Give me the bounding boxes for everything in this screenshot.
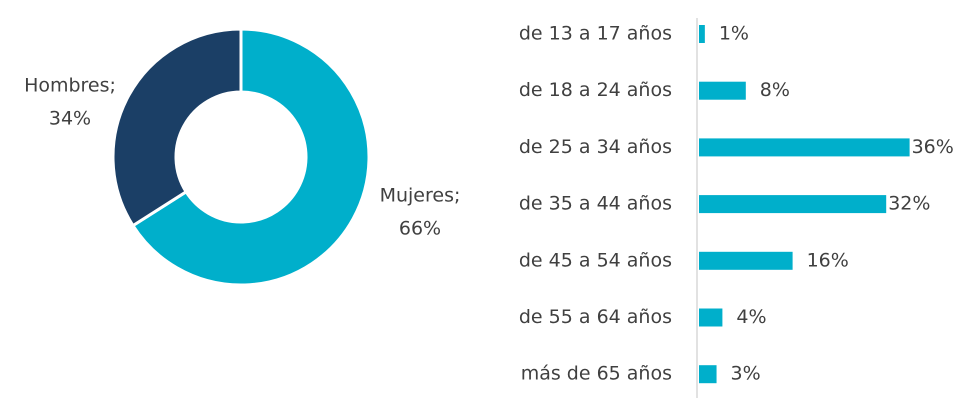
category-label: de 13 a 17 años [519, 23, 672, 45]
donut-slice [111, 27, 243, 228]
value-label: 4% [736, 306, 766, 328]
category-label: de 35 a 44 años [519, 193, 672, 215]
value-label: 1% [719, 23, 749, 45]
value-label: 32% [888, 193, 930, 215]
value-label: 16% [807, 249, 849, 271]
bar [699, 365, 717, 384]
bar [699, 195, 887, 214]
slice-value: 66% [399, 218, 441, 240]
category-label: más de 65 años [521, 363, 672, 385]
value-label: 3% [731, 363, 761, 385]
value-label: 8% [760, 79, 790, 101]
donut-slice [130, 27, 371, 287]
category-label: de 45 a 54 años [519, 249, 672, 271]
value-label: 36% [912, 136, 954, 158]
bar [699, 25, 705, 43]
bar [699, 81, 746, 100]
category-label: de 55 a 64 años [519, 306, 672, 328]
bar [699, 251, 793, 270]
bar [699, 308, 723, 327]
category-label: de 18 a 24 años [519, 79, 672, 101]
slice-label: Mujeres; [380, 185, 461, 207]
slice-label: Hombres; [24, 75, 116, 97]
bar [699, 138, 910, 157]
slice-value: 34% [49, 108, 91, 130]
category-label: de 25 a 34 años [519, 136, 672, 158]
